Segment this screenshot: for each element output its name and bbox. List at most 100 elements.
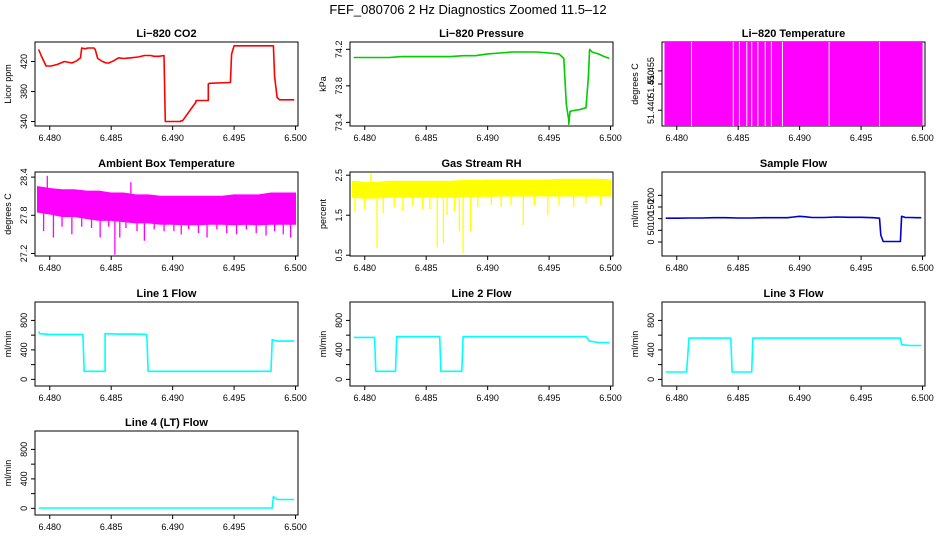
x-tick-label: 6.490	[161, 522, 184, 532]
x-tick-label: 6.500	[284, 133, 307, 143]
data-range-fill	[664, 42, 923, 126]
chart-title: Line 4 (LT) Flow	[125, 417, 208, 429]
x-tick-label: 6.480	[38, 393, 61, 403]
y-tick-label: 50	[646, 225, 656, 235]
chart-panel-10: Line 4 (LT) Flow ml/min 6.480 6.485 6.490 6.4…	[3, 417, 307, 532]
y-tick-label: 400	[19, 342, 29, 357]
y-tick-label: 800	[646, 313, 656, 328]
x-tick-label: 6.495	[538, 393, 561, 403]
x-tick-label: 6.490	[788, 263, 811, 273]
x-tick-label: 6.500	[911, 263, 934, 273]
chart-title: Li−820 Temperature	[742, 28, 845, 40]
x-tick-label: 6.485	[100, 133, 123, 143]
x-tick-label: 6.490	[788, 133, 811, 143]
x-tick-label: 6.495	[850, 393, 873, 403]
x-tick-label: 6.500	[599, 263, 622, 273]
y-axis-label: ml/min	[3, 460, 13, 487]
x-tick-label: 6.490	[788, 393, 811, 403]
chart-panel-5: Gas Stream RH percent 6.480 6.485 6.490 6.495…	[318, 158, 622, 273]
y-axis-label: ml/min	[3, 331, 13, 358]
chart-panel-9: Line 3 Flow ml/min 6.480 6.485 6.490 6.495 6.5…	[630, 288, 934, 403]
x-tick-label: 6.495	[223, 393, 246, 403]
x-tick-label: 6.495	[850, 263, 873, 273]
chart-title: Li−820 CO2	[136, 28, 196, 40]
y-axis-label: degrees C	[630, 63, 640, 105]
plot-frame	[34, 41, 299, 127]
x-tick-label: 6.485	[415, 393, 438, 403]
figure-title: FEF_080706 2 Hz Diagnostics Zoomed 11.5–…	[329, 2, 607, 17]
data-series-line	[37, 331, 295, 373]
x-tick-label: 6.485	[727, 263, 750, 273]
y-tick-label: 0	[334, 377, 344, 382]
data-series-line	[38, 495, 295, 509]
y-tick-label: 100	[646, 211, 656, 226]
y-tick-label: 74.2	[334, 41, 344, 59]
chart-title: Line 1 Flow	[137, 288, 197, 300]
plot-frame	[661, 171, 926, 257]
data-series-line	[353, 335, 610, 373]
x-tick-label: 6.500	[284, 393, 307, 403]
x-tick-label: 6.480	[38, 522, 61, 532]
x-tick-label: 6.495	[223, 133, 246, 143]
x-tick-label: 6.490	[161, 393, 184, 403]
y-tick-label: 420	[19, 54, 29, 69]
y-tick-label: 28.4	[19, 168, 29, 186]
y-tick-label: 51.450	[646, 70, 656, 98]
x-tick-label: 6.500	[911, 393, 934, 403]
chart-title: Li−820 Pressure	[439, 28, 524, 40]
x-tick-label: 6.485	[727, 393, 750, 403]
y-tick-label: 800	[19, 313, 29, 328]
x-tick-label: 6.495	[850, 133, 873, 143]
y-tick-label: 400	[646, 342, 656, 357]
y-tick-label: 27.2	[19, 245, 29, 263]
chart-panel-3: Li−820 Temperature degrees C 6.480 6.485 6.4…	[630, 28, 934, 143]
data-series-line	[665, 215, 922, 243]
y-axis-label: ml/min	[630, 331, 640, 358]
x-tick-label: 6.485	[100, 522, 123, 532]
x-tick-label: 6.480	[665, 133, 688, 143]
x-tick-label: 6.485	[100, 393, 123, 403]
y-axis-label: ml/min	[630, 201, 640, 228]
chart-title: Gas Stream RH	[441, 158, 521, 170]
chart-panel-7: Line 1 Flow ml/min 6.480 6.485 6.490 6.495 6.5…	[3, 288, 307, 403]
x-tick-label: 6.480	[665, 263, 688, 273]
y-tick-label: 2.5	[334, 169, 344, 182]
x-tick-label: 6.490	[161, 133, 184, 143]
y-tick-label: 51.455	[646, 57, 656, 85]
y-axis-label: Licor ppm	[3, 64, 13, 104]
data-series-line	[37, 44, 295, 123]
plot-frame	[661, 301, 926, 387]
x-tick-label: 6.500	[911, 133, 934, 143]
data-series-line	[665, 337, 922, 373]
chart-title: Sample Flow	[760, 158, 828, 170]
y-tick-label: 73.8	[334, 77, 344, 95]
y-tick-label: 27.8	[19, 207, 29, 225]
y-tick-label: 400	[334, 342, 344, 357]
data-noise-band	[352, 178, 611, 199]
y-axis-label: percent	[318, 198, 328, 229]
x-tick-label: 6.500	[284, 263, 307, 273]
x-tick-label: 6.495	[223, 522, 246, 532]
x-tick-label: 6.480	[38, 263, 61, 273]
x-tick-label: 6.480	[665, 393, 688, 403]
y-tick-label: 51.440	[646, 96, 656, 124]
y-tick-label: 800	[19, 442, 29, 457]
plot-frame	[34, 171, 299, 257]
y-tick-label: 0.5	[334, 249, 344, 262]
plot-frame	[349, 171, 614, 257]
x-tick-label: 6.490	[161, 263, 184, 273]
y-tick-label: 340	[19, 114, 29, 129]
chart-title: Line 3 Flow	[764, 288, 824, 300]
data-series-line	[353, 48, 610, 125]
y-tick-label: 73.4	[334, 114, 344, 132]
plot-frame	[349, 41, 614, 127]
chart-title: Ambient Box Temperature	[98, 158, 235, 170]
x-tick-label: 6.485	[100, 263, 123, 273]
y-axis-label: kPa	[318, 76, 328, 92]
y-tick-label: 0	[646, 239, 656, 244]
plot-frame	[34, 430, 299, 516]
x-tick-label: 6.480	[38, 133, 61, 143]
y-tick-label: 0	[19, 377, 29, 382]
x-tick-label: 6.495	[223, 263, 246, 273]
x-tick-label: 6.500	[599, 133, 622, 143]
